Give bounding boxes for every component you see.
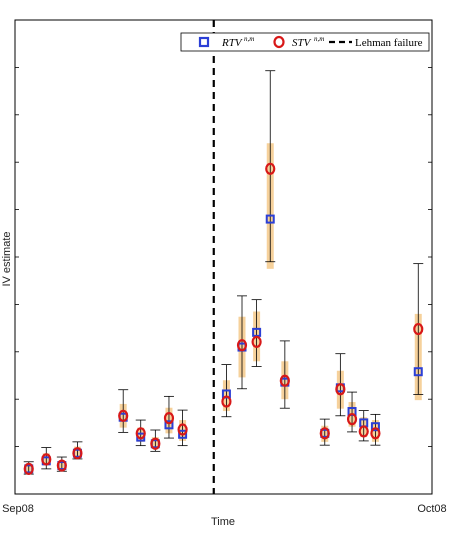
rtv-marker-7 xyxy=(164,420,174,430)
stv-marker-16 xyxy=(346,413,358,426)
stv-marker-6 xyxy=(150,437,161,450)
legend-stv-marker xyxy=(273,35,285,49)
stv-marker-7 xyxy=(163,412,175,425)
stv-marker-4 xyxy=(118,409,129,422)
x-axis-label: Time xyxy=(211,516,235,528)
stv-marker-18 xyxy=(370,427,381,440)
legend-rtv-superscript: n,m xyxy=(244,35,254,43)
stv-marker-8 xyxy=(177,423,188,436)
plot-area xyxy=(14,19,433,495)
y-axis-ticks xyxy=(15,67,432,448)
legend-rtv-marker xyxy=(198,36,210,48)
stv-marker-1 xyxy=(41,453,52,466)
stv-marker-17 xyxy=(358,425,369,438)
rtv-marker-18 xyxy=(370,422,380,432)
legend-box xyxy=(180,32,430,52)
stv-marker-0 xyxy=(23,462,34,475)
rtv-marker-8 xyxy=(178,429,188,439)
stv-marker-14 xyxy=(319,427,330,440)
stv-marker-3 xyxy=(72,447,83,460)
y-axis-label: IV estimate xyxy=(1,231,13,286)
x-tick-label-end: Oct08 xyxy=(417,503,446,515)
data-markers xyxy=(23,162,424,475)
rtv-marker-12 xyxy=(265,214,275,224)
stv-marker-19 xyxy=(413,322,424,336)
stv-marker-12 xyxy=(265,162,276,175)
legend: RTV n,m STV n,m Lehman failure xyxy=(180,32,430,52)
legend-vline-label: Lehman failure xyxy=(355,37,423,49)
stv-marker-15 xyxy=(335,383,346,396)
stv-marker-5 xyxy=(135,427,146,440)
legend-stv-label: STV xyxy=(292,37,312,49)
stv-marker-13 xyxy=(279,374,290,387)
x-tick-label-start: Sep08 xyxy=(2,503,34,515)
stv-marker-11 xyxy=(251,335,262,348)
legend-rtv-label: RTV xyxy=(221,37,243,49)
rtv-marker-19 xyxy=(413,367,423,377)
legend-stv-superscript: n,m xyxy=(314,35,324,43)
stv-marker-9 xyxy=(221,395,232,408)
stv-marker-10 xyxy=(236,339,248,352)
stv-marker-2 xyxy=(56,459,67,472)
